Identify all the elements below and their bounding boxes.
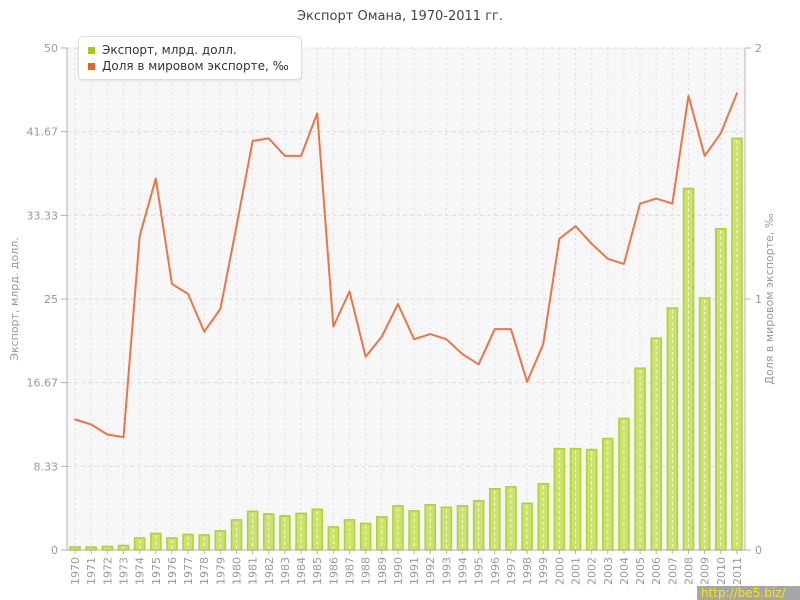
share-series-swatch-icon — [88, 62, 95, 70]
x-tick-label: 1995 — [473, 557, 486, 585]
x-tick-label: 1983 — [279, 557, 292, 585]
share-line-series — [74, 92, 738, 439]
x-tick-label: 1981 — [247, 557, 260, 585]
right-tick-label: 2 — [755, 42, 762, 55]
left-axis-title: Экспорт, млрд. долл. — [8, 237, 21, 360]
bars-series-group — [69, 137, 743, 551]
bar-1984 — [295, 512, 307, 551]
watermark-link[interactable]: http://be5.biz/ — [697, 586, 800, 600]
left-tick-label: 0 — [51, 544, 58, 557]
bar-1995 — [472, 500, 485, 551]
x-tick-label: 2005 — [634, 557, 647, 585]
x-tick-label: 1991 — [408, 557, 421, 585]
x-tick-label: 2001 — [570, 557, 583, 585]
x-tick-label: 2011 — [731, 557, 744, 585]
x-tick-label: 1970 — [69, 557, 82, 585]
right-tick-label: 0 — [755, 544, 762, 557]
x-tick-label: 1982 — [263, 557, 276, 585]
x-tick-label: 2009 — [699, 557, 712, 585]
legend-label-share: Доля в мировом экспорте, ‰ — [102, 59, 289, 73]
x-tick-label: 1999 — [537, 557, 550, 585]
x-tick-label: 1987 — [344, 557, 357, 585]
right-axis-title: Доля в мировом экспорте, ‰ — [763, 213, 776, 384]
left-tick-label: 16.67 — [27, 377, 59, 390]
x-tick-label: 1979 — [214, 557, 227, 585]
left-tick-label: 50 — [44, 42, 58, 55]
x-tick-label: 1990 — [392, 557, 405, 585]
x-tick-label: 1998 — [521, 557, 534, 585]
x-tick-label: 1993 — [440, 557, 453, 585]
x-tick-label: 1992 — [424, 557, 437, 585]
x-tick-label: 1994 — [457, 557, 470, 585]
legend: Экспорт, млрд. долл. Доля в мировом эксп… — [78, 36, 302, 80]
x-tick-label: 2010 — [715, 557, 728, 585]
x-tick-label: 2008 — [683, 557, 696, 585]
x-tick-label: 1975 — [150, 557, 163, 585]
legend-label-exports: Экспорт, млрд. долл. — [102, 43, 237, 57]
bar-1983 — [279, 515, 291, 551]
x-tick-label: 1985 — [311, 557, 324, 585]
x-tick-label: 2004 — [618, 557, 631, 585]
x-tick-label: 1984 — [295, 557, 308, 585]
bar-2008 — [682, 187, 695, 551]
x-tick-label: 1972 — [101, 557, 114, 585]
chart-title: Экспорт Омана, 1970-2011 гг. — [296, 9, 503, 24]
x-tick-label: 2003 — [602, 557, 615, 585]
legend-item-share[interactable]: Доля в мировом экспорте, ‰ — [88, 58, 289, 74]
left-tick-label: 25 — [44, 293, 58, 306]
exports-series-swatch-icon — [88, 46, 95, 54]
x-tick-label: 1997 — [505, 557, 518, 585]
x-tick-label: 2007 — [666, 557, 679, 585]
x-tick-label: 2002 — [586, 557, 599, 585]
bar-2011 — [731, 137, 743, 551]
x-tick-label: 1989 — [376, 557, 389, 585]
x-tick-label: 1978 — [198, 557, 211, 585]
legend-item-exports[interactable]: Экспорт, млрд. долл. — [88, 42, 289, 58]
x-tick-label: 2006 — [650, 557, 663, 585]
bar-1982 — [263, 513, 275, 551]
x-tick-label: 1980 — [231, 557, 244, 585]
x-tick-label: 2000 — [553, 557, 566, 585]
axes: 0 8.33 16.67 25 33.33 41.67 50 0 1 2 1970 1971 1972 1… — [27, 42, 763, 585]
x-tick-label: 1973 — [118, 557, 131, 585]
bar-1972 — [101, 545, 114, 551]
left-tick-label: 33.33 — [27, 209, 59, 222]
x-tick-label: 1996 — [489, 557, 502, 585]
right-tick-label: 1 — [755, 293, 762, 306]
x-tick-label: 1988 — [360, 557, 373, 585]
x-tick-label: 1977 — [182, 557, 195, 585]
bar-2007 — [666, 307, 679, 551]
x-tick-label: 1974 — [134, 557, 147, 585]
x-tick-label: 1986 — [327, 557, 340, 585]
left-tick-label: 8.33 — [34, 460, 59, 473]
x-tick-label: 1976 — [166, 557, 179, 585]
x-tick-label: 1971 — [85, 557, 98, 585]
left-tick-label: 41.67 — [27, 126, 59, 139]
vertical-gridlines — [74, 48, 738, 550]
